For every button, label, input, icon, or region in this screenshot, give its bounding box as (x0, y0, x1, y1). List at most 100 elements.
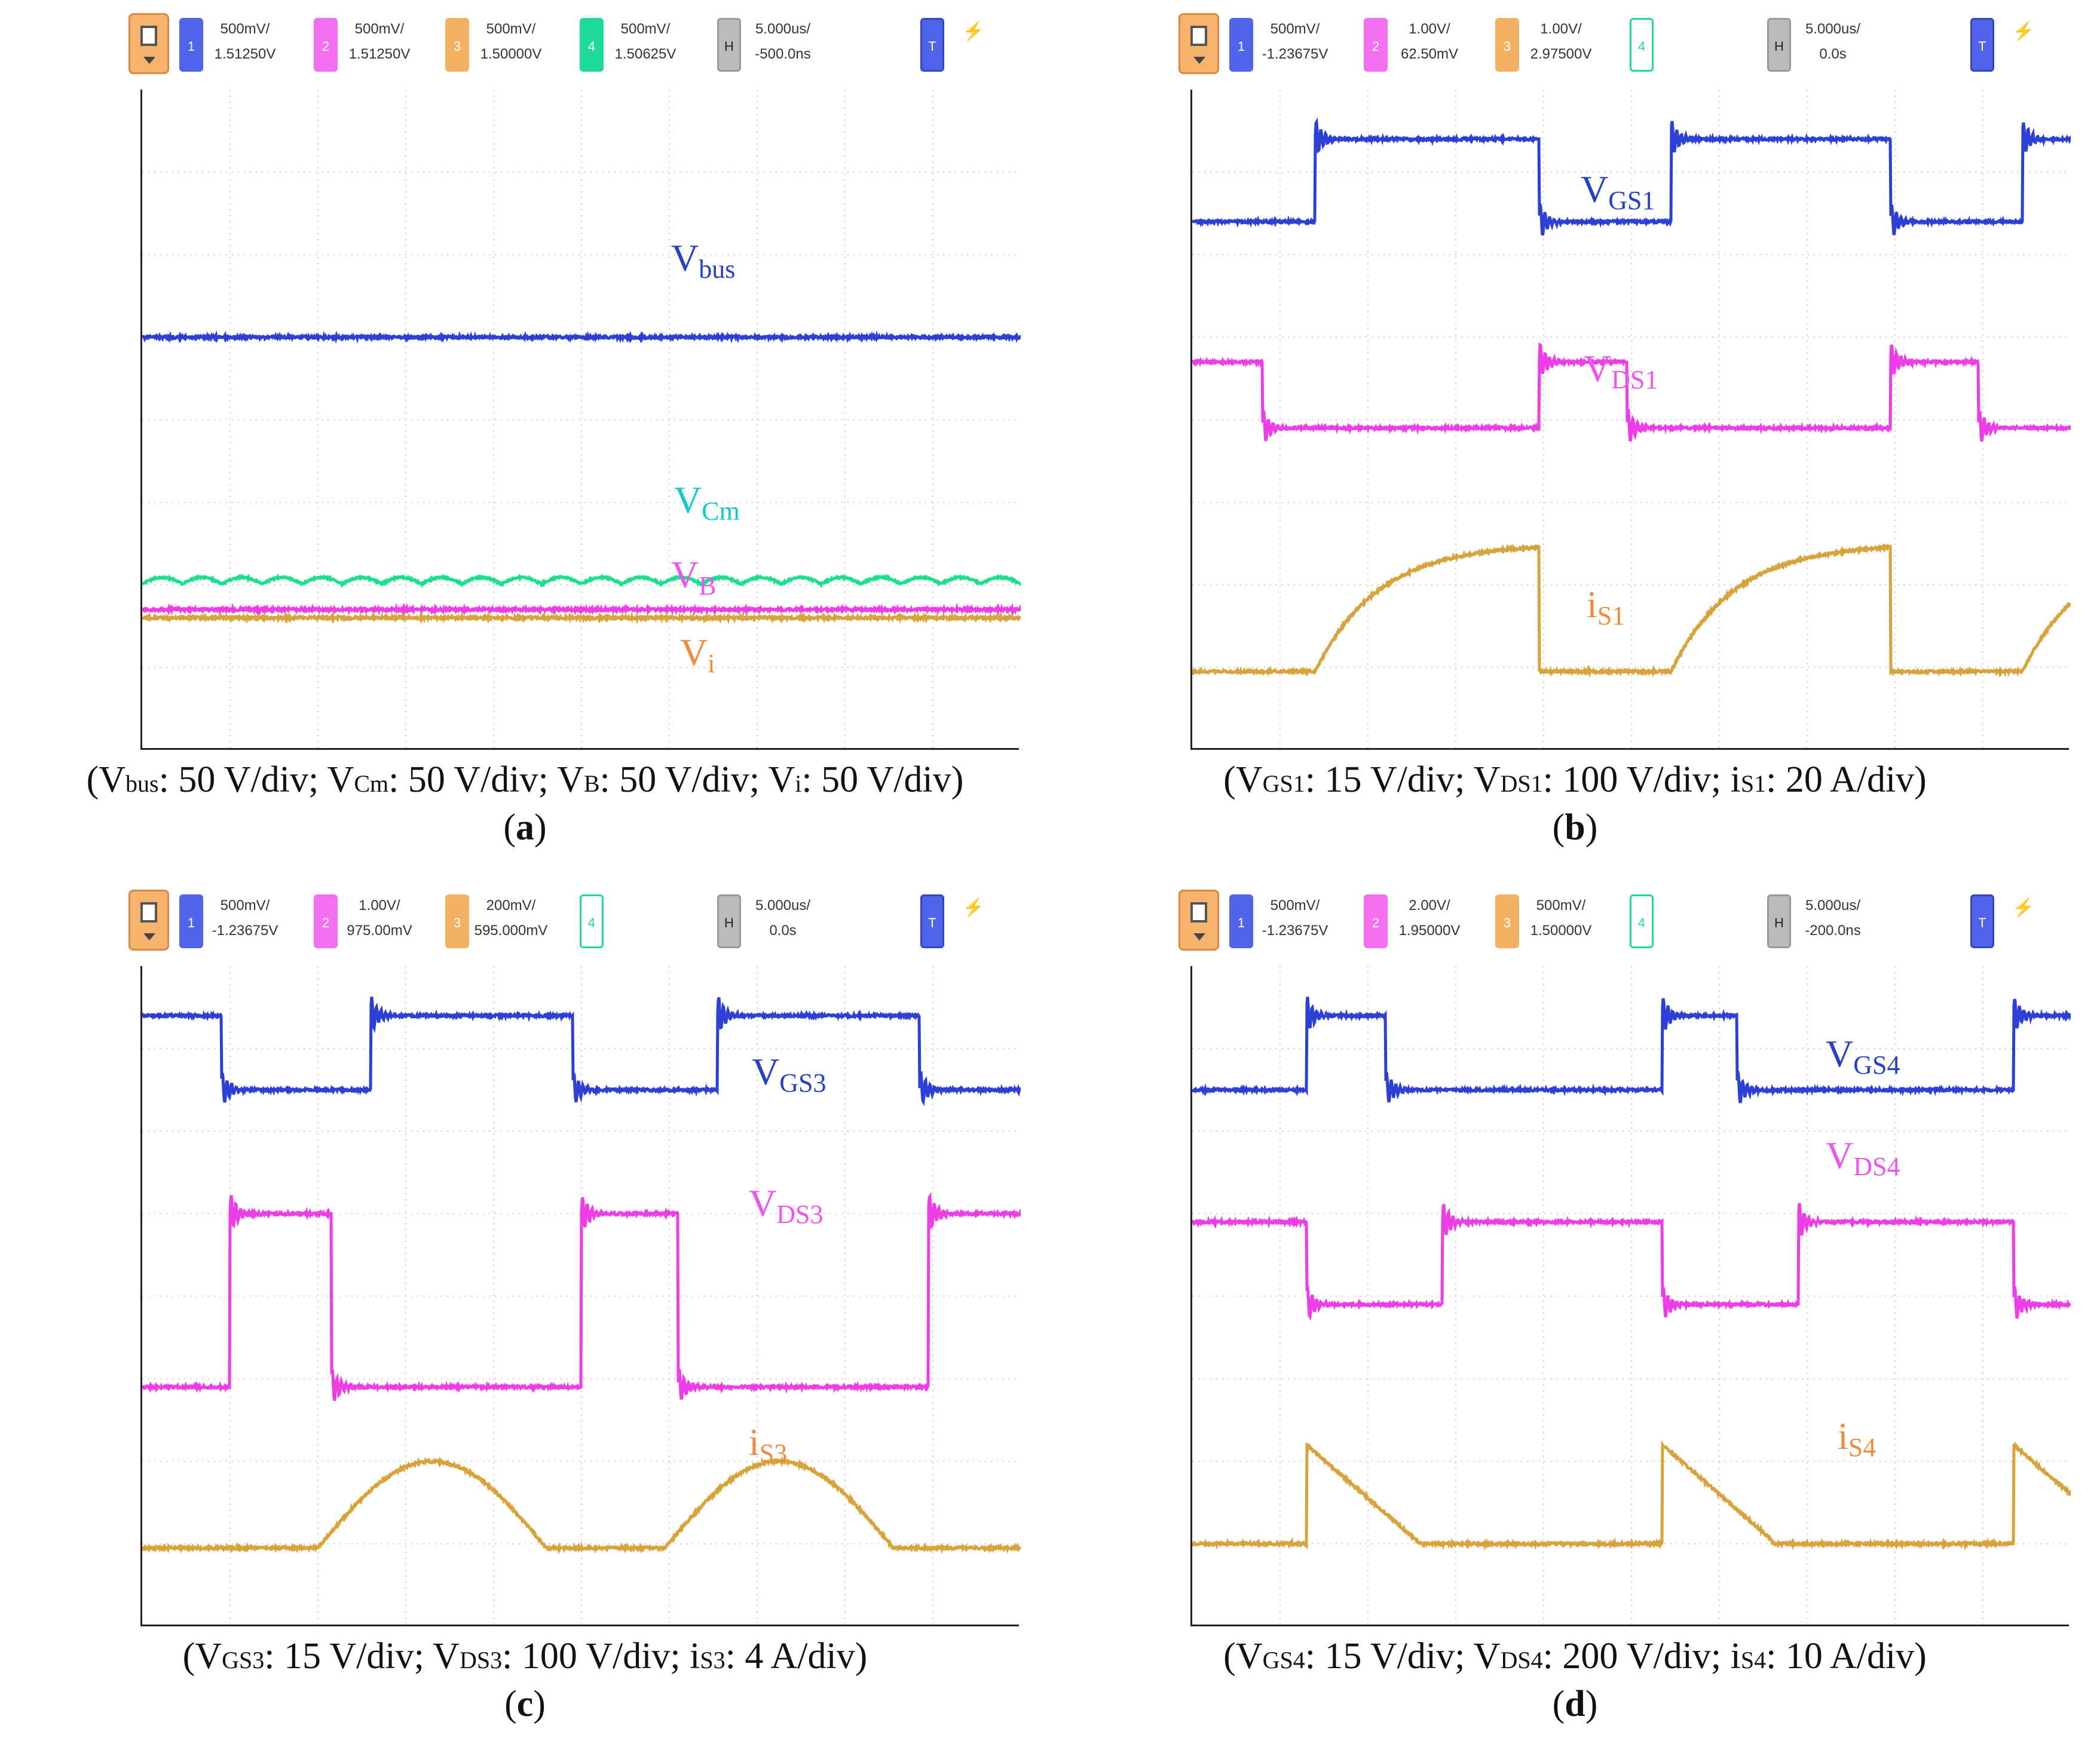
timebase-readout: 5.000us/ -500.0ns (744, 17, 822, 67)
label-main: i (749, 1421, 760, 1463)
menu-button[interactable] (128, 13, 169, 74)
caption-subscript: DS1 (1500, 770, 1542, 797)
trigger-button[interactable]: T (920, 894, 944, 948)
channel-offset: 595.000mV (472, 918, 550, 943)
channel-2-button[interactable]: 2 (1364, 894, 1388, 948)
timebase: 5.000us/ (744, 17, 822, 42)
channel-2-readout: 500mV/1.51250V (341, 17, 418, 67)
channel-1-readout: 500mV/ -1.23675V (206, 893, 284, 943)
channel-offset: 975.00mV (341, 918, 418, 943)
channel-4-button[interactable]: 4 (1630, 894, 1654, 948)
caption-subscript: GS3 (222, 1647, 264, 1674)
caption-subscript: i (795, 770, 801, 797)
trace-Vi (142, 617, 1021, 619)
channel-3-button[interactable]: 3 (445, 18, 469, 72)
label-sub: GS1 (1608, 186, 1655, 215)
channel-1-button[interactable]: 1 (179, 894, 203, 948)
waveform-label-VDS1: VDS1 (1584, 347, 1658, 395)
channel-2-button[interactable]: 2 (314, 894, 338, 948)
channel-2-button[interactable]: 2 (314, 18, 338, 72)
trace-Vbus (142, 336, 1021, 338)
channel-3-readout: 500mV/1.50000V (472, 17, 550, 67)
channel-scale: 1.00V/ (1522, 17, 1600, 42)
scope-toolbar: 1 500mV/1.51250V 2 500mV/1.51250V 3 500mV/1.5… (0, 0, 1050, 90)
subfigure-letter: a (516, 807, 534, 848)
scope-screen: VGS3 VDS3 iS3 (140, 966, 1019, 1626)
caption-text: (V (1223, 1636, 1262, 1677)
subfigure-letter: b (1565, 807, 1585, 848)
caption-subscript: Cm (354, 770, 388, 797)
waveform-plot (142, 966, 1021, 1626)
channel-1-readout: 500mV/ -1.23675V (1256, 893, 1334, 943)
horizontal-button[interactable]: H (1767, 894, 1791, 948)
label-main: i (1838, 1415, 1848, 1457)
channel-3-button[interactable]: 3 (1495, 18, 1519, 72)
waveform-label-VGS4: VGS4 (1826, 1032, 1900, 1080)
trigger-button[interactable]: T (920, 18, 944, 72)
caption-text: : 200 V/div; i (1543, 1636, 1741, 1677)
caption-text: : 100 V/div; i (1543, 759, 1741, 800)
label-main: i (1587, 583, 1597, 626)
channel-3-readout: 500mV/1.50000V (1522, 893, 1600, 943)
caption-subscript: DS4 (1500, 1647, 1542, 1674)
channel-scale: 500mV/ (1256, 893, 1334, 918)
panel-c: 1 500mV/-1.23675V 2 1.00V/975.00mV 3 200mV/59… (0, 876, 1050, 1753)
horizontal-button[interactable]: H (717, 894, 741, 948)
channel-1-button[interactable]: 1 (1229, 18, 1253, 72)
channel-4-button[interactable]: 4 (580, 18, 604, 72)
subfigure-label: (c) (0, 1683, 1050, 1726)
channel-scale: 1.00V/ (341, 893, 418, 918)
menu-button[interactable] (128, 890, 169, 951)
trigger-edge-icon: ⚡ (2012, 897, 2034, 918)
waveform-label-VB: VB (671, 553, 717, 601)
waveform-label-VDS4: VDS4 (1826, 1133, 1900, 1182)
caption-subscript: DS3 (460, 1647, 502, 1674)
channel-scale: 500mV/ (607, 17, 684, 42)
subfigure-label: (a) (0, 807, 1050, 849)
channel-4-button[interactable]: 4 (580, 894, 604, 948)
channel-offset: -1.23675V (1256, 918, 1334, 943)
caption-text: : 15 V/div; V (1305, 1636, 1501, 1677)
channel-offset: 1.50625V (607, 42, 684, 67)
trigger-button[interactable]: T (1970, 18, 1994, 72)
horizontal-button[interactable]: H (717, 18, 741, 72)
subfigure-letter: c (517, 1684, 534, 1724)
channel-3-button[interactable]: 3 (1495, 894, 1519, 948)
scope-screen: VGS1 VDS1 iS1 (1190, 90, 2069, 750)
panel-caption: (VGS4: 15 V/div; VDS4: 200 V/div; iS4: 1… (1050, 1635, 2100, 1678)
label-sub: DS4 (1853, 1152, 1900, 1181)
menu-button[interactable] (1178, 890, 1219, 951)
label-main: V (1826, 1032, 1853, 1075)
channel-offset: 1.51250V (341, 42, 418, 67)
channel-scale: 500mV/ (472, 17, 550, 42)
caption-subscript: GS4 (1263, 1647, 1305, 1674)
channel-scale: 500mV/ (206, 893, 284, 918)
caption-text: : 10 A/div) (1766, 1636, 1927, 1677)
channel-2-button[interactable]: 2 (1364, 18, 1388, 72)
panel-caption: (Vbus: 50 V/div; VCm: 50 V/div; VB: 50 V… (0, 759, 1050, 801)
channel-1-button[interactable]: 1 (1229, 894, 1253, 948)
caption-subscript: GS1 (1263, 770, 1305, 797)
trace-VDS3 (142, 1196, 1021, 1401)
channel-scale: 200mV/ (472, 893, 550, 918)
label-main: V (1584, 347, 1611, 390)
caption-text: : 50 V/div) (801, 759, 963, 800)
menu-button[interactable] (1178, 13, 1219, 74)
trigger-edge-icon: ⚡ (962, 21, 984, 42)
channel-1-readout: 500mV/1.51250V (206, 17, 284, 67)
label-sub: S3 (760, 1439, 787, 1468)
dropdown-arrow-icon (143, 57, 155, 64)
horizontal-button[interactable]: H (1767, 18, 1791, 72)
channel-3-button[interactable]: 3 (445, 894, 469, 948)
trigger-delay: -200.0ns (1794, 918, 1872, 943)
caption-text: : 4 A/div) (725, 1636, 868, 1677)
caption-text: (V (1223, 759, 1262, 800)
channel-4-button[interactable]: 4 (1630, 18, 1654, 72)
label-sub: DS1 (1611, 365, 1658, 394)
channel-1-button[interactable]: 1 (179, 18, 203, 72)
panel-caption: (VGS3: 15 V/div; VDS3: 100 V/div; iS3: 4… (0, 1635, 1050, 1678)
dropdown-arrow-icon (1193, 933, 1205, 940)
trigger-button[interactable]: T (1970, 894, 1994, 948)
caption-subscript: B (584, 770, 600, 797)
label-main: V (671, 553, 699, 596)
